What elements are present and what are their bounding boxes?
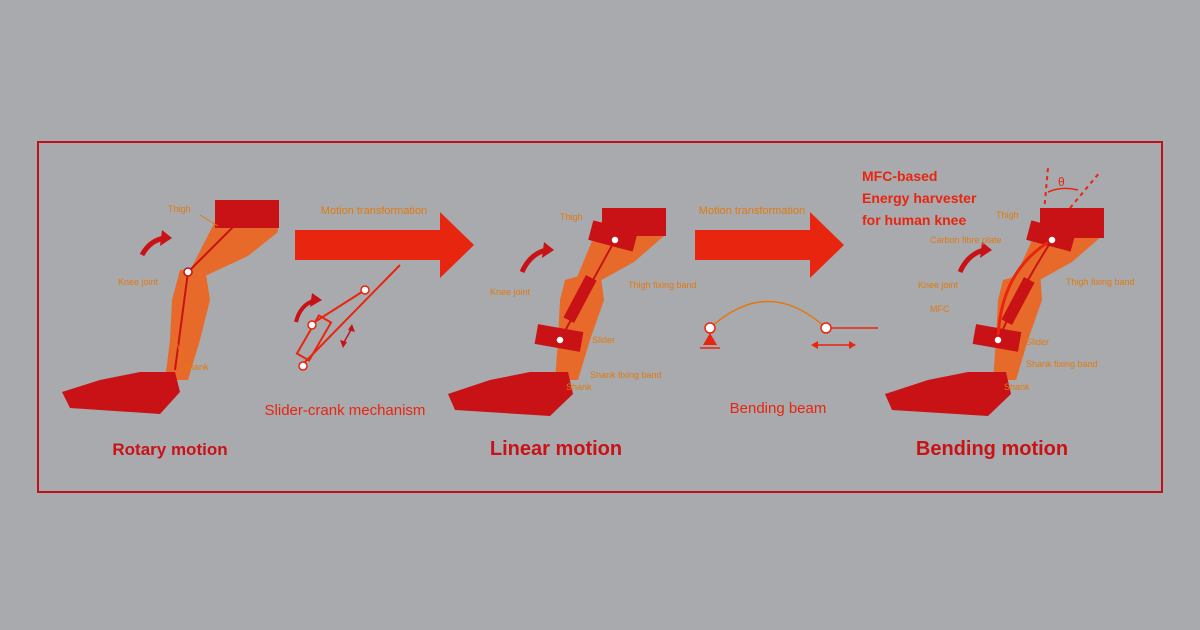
shank-band-label-2: Shank fixing band [590,370,662,380]
thigh-label-3: Thigh [996,210,1019,220]
knee-label-3: Knee joint [918,280,959,290]
thigh-pointer-1 [199,214,219,227]
transform-label-2: Motion transformation [699,205,805,217]
shank-pointer-1 [174,337,184,361]
shank-shape-1 [165,268,210,380]
leg-bending [885,167,1104,416]
slider-label-3: Slider [1026,337,1049,347]
foot-shape-1 [62,372,180,414]
carbon-label-3: Carbon fibre plate [930,235,1002,245]
shank-band-label-3: Shank fixing band [1026,359,1098,369]
mfc-label-3: MFC [930,304,950,314]
transform-arrow-2 [695,212,844,278]
leg-rotary [62,200,279,414]
harvester-title-1: MFC-based [862,168,937,184]
leg-linear [448,208,666,416]
mfc-block-3 [1001,276,1035,326]
carbon-plate-3 [996,238,1053,341]
beam-caption: Bending beam [730,400,827,417]
theta-label-3: θ [1058,175,1065,189]
shank-label-1: Shank [183,362,209,372]
thigh-label-1: Thigh [168,204,191,214]
tibia-line-1 [174,271,189,371]
transform-arrow-1 [295,212,474,278]
foot-shape-2 [448,372,573,416]
caption-rotary: Rotary motion [112,440,227,459]
knee-label-2: Knee joint [490,287,531,297]
rotation-arrowhead-1 [160,230,172,246]
thigh-block-1 [215,200,279,228]
slider-crank-caption: Slider-crank mechanism [265,402,426,419]
thigh-label-2: Thigh [560,212,583,222]
harvester-title-3: for human knee [862,212,966,228]
thigh-band-label-2: Thigh fixing band [628,280,697,290]
shank-label-3: Shank [1004,382,1030,392]
foot-shape-3 [885,372,1011,416]
caption-bending: Bending motion [916,438,1068,460]
knee-joint-marker-1 [183,267,193,277]
diagram-frame [37,141,1163,493]
slider-block-2 [563,274,597,324]
knee-label-1: Knee joint [118,277,159,287]
shank-label-2: Shank [566,382,592,392]
shank-shape-2 [555,270,604,380]
bending-beam [700,300,878,349]
harvester-title-2: Energy harvester [862,190,977,206]
transform-label-1: Motion transformation [321,205,427,217]
slider-crank-mechanism [294,264,401,371]
caption-linear: Linear motion [490,438,622,460]
thigh-band-label-3: Thigh fixing band [1066,277,1135,287]
femur-line-1 [187,214,246,273]
slider-label-2: Slider [592,335,615,345]
